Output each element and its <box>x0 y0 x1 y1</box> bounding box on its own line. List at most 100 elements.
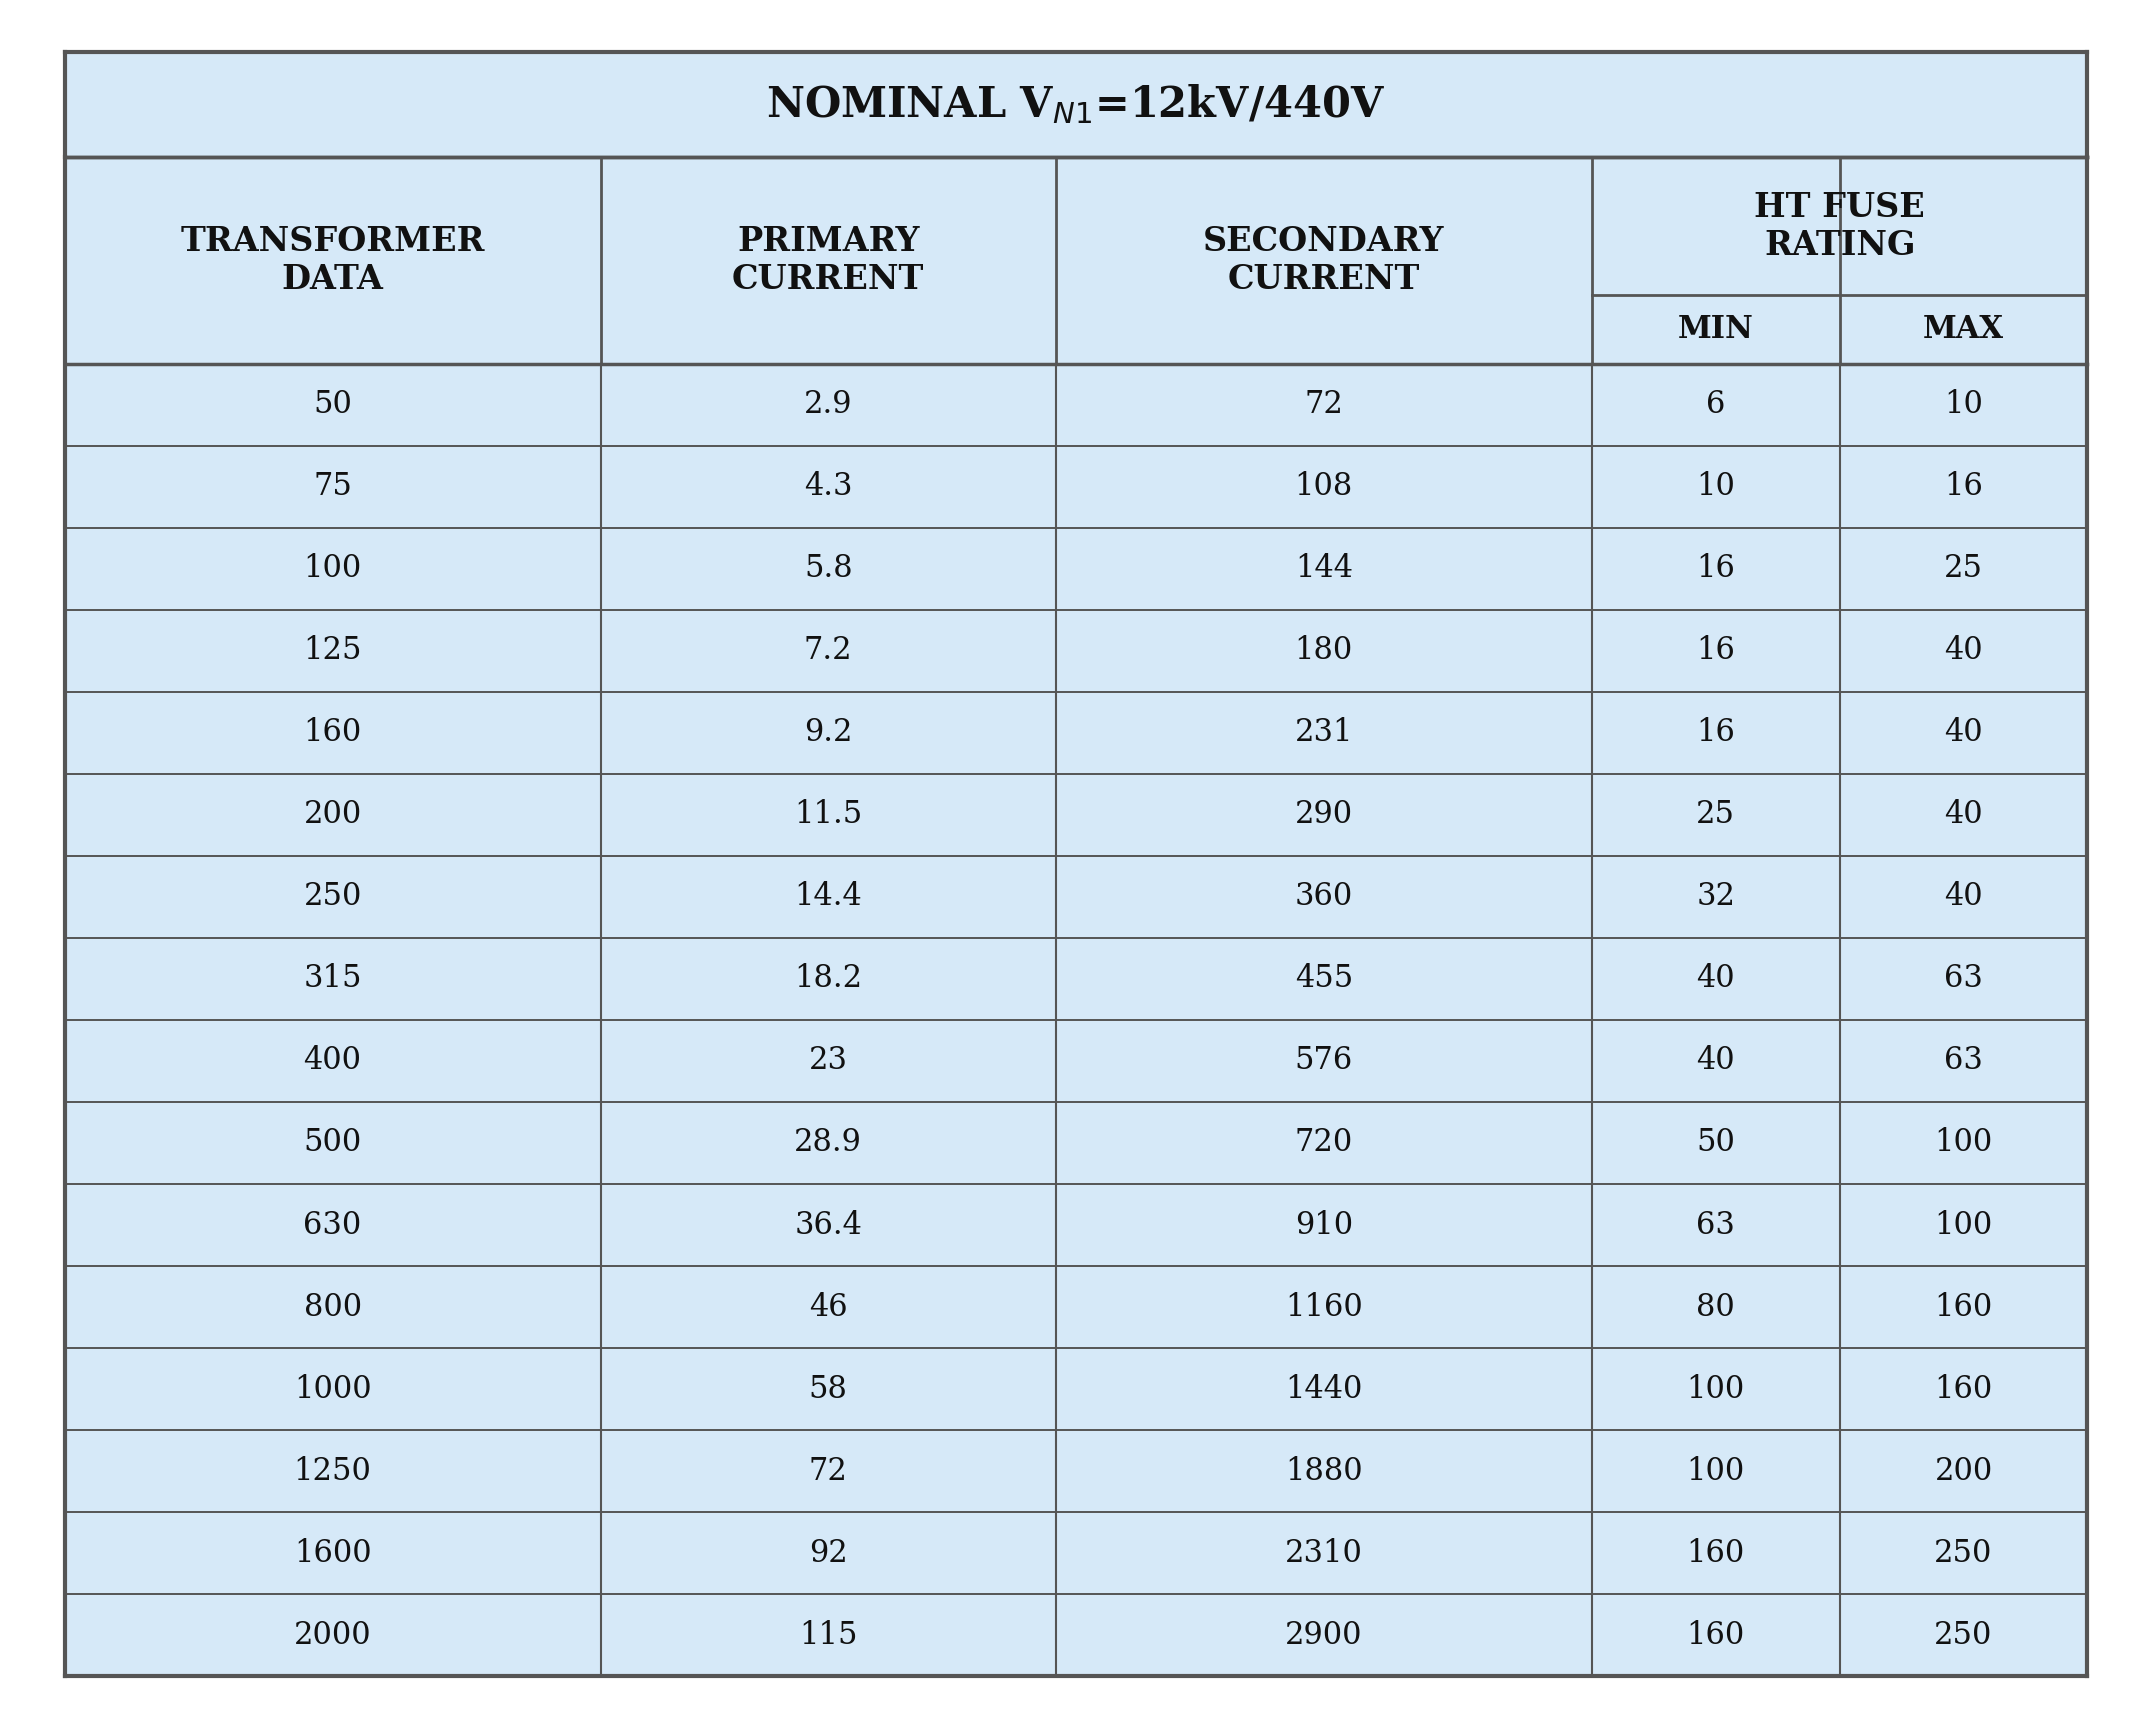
Text: 2900: 2900 <box>1285 1619 1362 1650</box>
Bar <box>600 938 1057 1020</box>
Text: 100: 100 <box>1935 1127 1993 1158</box>
Text: 1160: 1160 <box>1285 1291 1362 1322</box>
Bar <box>1840 1267 2087 1348</box>
Bar <box>1840 295 2087 363</box>
Bar <box>65 363 600 446</box>
Text: 46: 46 <box>809 1291 848 1322</box>
Text: 63: 63 <box>1943 964 1982 994</box>
Bar <box>1840 610 2087 691</box>
Text: 4.3: 4.3 <box>805 472 852 503</box>
Bar <box>1592 1267 1840 1348</box>
Bar <box>65 855 600 938</box>
Text: 11.5: 11.5 <box>794 800 863 831</box>
Text: 180: 180 <box>1296 636 1354 667</box>
Text: 630: 630 <box>303 1210 362 1241</box>
Text: 800: 800 <box>303 1291 362 1322</box>
Bar <box>1057 1595 1592 1676</box>
Text: 72: 72 <box>809 1455 848 1486</box>
Text: 10: 10 <box>1943 389 1982 420</box>
Text: HT FUSE
RATING: HT FUSE RATING <box>1754 190 1926 263</box>
Bar <box>1057 1267 1592 1348</box>
Bar <box>1592 855 1840 938</box>
Bar <box>1592 1020 1840 1102</box>
Bar <box>600 1348 1057 1431</box>
Bar <box>600 1184 1057 1267</box>
Bar <box>1057 610 1592 691</box>
Bar <box>1057 1102 1592 1184</box>
Bar <box>600 1020 1057 1102</box>
Bar <box>600 1267 1057 1348</box>
Text: 1440: 1440 <box>1285 1374 1362 1405</box>
Text: 2000: 2000 <box>295 1619 372 1650</box>
Bar <box>600 1595 1057 1676</box>
Text: SECONDARY
CURRENT: SECONDARY CURRENT <box>1203 225 1444 295</box>
Bar <box>1057 446 1592 527</box>
Text: 160: 160 <box>1935 1374 1993 1405</box>
Bar <box>65 52 2087 157</box>
Bar <box>1592 363 1840 446</box>
Bar <box>65 157 600 363</box>
Text: 231: 231 <box>1296 717 1354 748</box>
Text: 115: 115 <box>798 1619 856 1650</box>
Bar <box>65 610 600 691</box>
Bar <box>65 774 600 855</box>
Bar <box>65 1267 600 1348</box>
Bar <box>600 1102 1057 1184</box>
Bar <box>65 938 600 1020</box>
Bar <box>65 1595 600 1676</box>
Text: 92: 92 <box>809 1538 848 1569</box>
Text: 14.4: 14.4 <box>794 881 863 912</box>
Text: 144: 144 <box>1296 553 1354 584</box>
Bar <box>1840 774 2087 855</box>
Text: 7.2: 7.2 <box>805 636 852 667</box>
Text: 100: 100 <box>1935 1210 1993 1241</box>
Bar <box>65 1512 600 1595</box>
Bar <box>1057 1348 1592 1431</box>
Text: 32: 32 <box>1696 881 1735 912</box>
Text: 100: 100 <box>303 553 362 584</box>
Bar <box>1592 157 2087 295</box>
Text: 63: 63 <box>1943 1045 1982 1077</box>
Text: 160: 160 <box>1935 1291 1993 1322</box>
Bar <box>1057 938 1592 1020</box>
Bar <box>1592 295 1840 363</box>
Bar <box>65 1184 600 1267</box>
Bar <box>1840 1595 2087 1676</box>
Text: 455: 455 <box>1296 964 1354 994</box>
Text: 250: 250 <box>1935 1538 1993 1569</box>
Text: 500: 500 <box>303 1127 362 1158</box>
Text: 100: 100 <box>1687 1374 1745 1405</box>
Text: 160: 160 <box>1687 1619 1745 1650</box>
Text: 125: 125 <box>303 636 362 667</box>
Text: 5.8: 5.8 <box>805 553 852 584</box>
Bar <box>1057 1431 1592 1512</box>
Bar <box>1592 1431 1840 1512</box>
Bar <box>1592 1512 1840 1595</box>
Bar <box>1840 363 2087 446</box>
Bar <box>65 1020 600 1102</box>
Text: 72: 72 <box>1304 389 1343 420</box>
Text: 315: 315 <box>303 964 362 994</box>
Text: 40: 40 <box>1696 1045 1735 1077</box>
Text: 360: 360 <box>1296 881 1354 912</box>
Bar <box>600 446 1057 527</box>
Text: 250: 250 <box>1935 1619 1993 1650</box>
Text: 25: 25 <box>1696 800 1735 831</box>
Text: NOMINAL V$_{N1}$=12kV/440V: NOMINAL V$_{N1}$=12kV/440V <box>766 83 1386 126</box>
Text: MIN: MIN <box>1679 314 1754 346</box>
Bar <box>1057 1184 1592 1267</box>
Text: 2.9: 2.9 <box>805 389 852 420</box>
Text: 100: 100 <box>1687 1455 1745 1486</box>
Bar <box>1057 527 1592 610</box>
Text: 80: 80 <box>1696 1291 1735 1322</box>
Bar <box>600 1512 1057 1595</box>
Bar <box>1592 1184 1840 1267</box>
Text: 108: 108 <box>1296 472 1354 503</box>
Text: 400: 400 <box>303 1045 362 1077</box>
Bar <box>1840 1348 2087 1431</box>
Bar <box>1057 1020 1592 1102</box>
Text: 910: 910 <box>1296 1210 1354 1241</box>
Text: 75: 75 <box>314 472 353 503</box>
Text: 16: 16 <box>1696 553 1735 584</box>
Bar <box>1840 1512 2087 1595</box>
